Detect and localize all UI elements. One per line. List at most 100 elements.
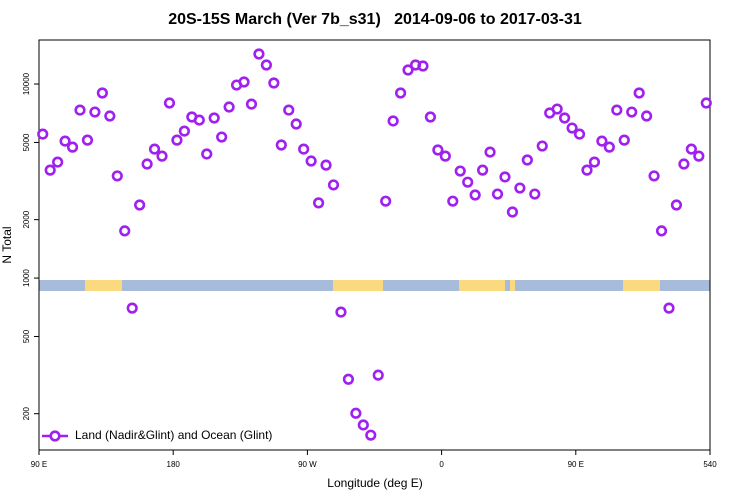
data-point <box>74 104 86 116</box>
data-point <box>417 60 429 72</box>
data-point <box>626 106 638 118</box>
data-point <box>655 225 668 237</box>
data-point <box>44 164 56 176</box>
data-point <box>663 302 675 314</box>
data-point <box>648 170 660 182</box>
data-point <box>469 189 481 201</box>
data-point <box>506 206 519 218</box>
y-axis-label: N Total <box>0 226 14 263</box>
data-point <box>305 155 317 167</box>
data-point <box>596 135 608 147</box>
data-point <box>514 182 526 194</box>
data-point <box>581 164 593 176</box>
data-point <box>477 164 489 176</box>
legend-marker <box>49 430 61 442</box>
land-segment <box>623 280 660 291</box>
data-point <box>685 143 697 155</box>
data-point <box>566 122 578 134</box>
y-tick-label: 10000 <box>22 72 31 95</box>
data-point <box>365 429 377 441</box>
data-point <box>37 128 49 140</box>
land-segment <box>333 280 383 291</box>
data-point <box>424 111 437 123</box>
legend-label: Land (Nadir&Glint) and Ocean (Glint) <box>75 428 272 442</box>
data-point <box>290 118 302 130</box>
x-tick-label: 90 W <box>298 460 317 469</box>
x-tick-label: 0 <box>439 460 444 469</box>
data-point <box>208 112 220 124</box>
data-point <box>283 104 295 116</box>
data-point <box>238 76 250 88</box>
data-point <box>52 156 64 168</box>
data-point <box>402 64 414 76</box>
data-point <box>529 188 541 200</box>
y-tick-label: 200 <box>22 406 31 420</box>
plot-frame <box>38 39 711 451</box>
land-ocean-strip <box>39 280 710 291</box>
data-point <box>178 125 190 137</box>
x-tick-label: 180 <box>167 460 181 469</box>
data-point <box>253 48 265 60</box>
y-tick-label: 1000 <box>22 269 31 287</box>
x-tick-label: 90 E <box>568 460 584 469</box>
y-tick-label: 500 <box>22 329 31 343</box>
data-point <box>104 110 116 122</box>
data-point <box>611 104 623 116</box>
data-point <box>119 225 131 237</box>
data-point <box>89 106 101 118</box>
data-point <box>521 154 533 166</box>
land-segment <box>85 280 122 291</box>
data-point <box>462 176 474 188</box>
data-point <box>603 141 615 153</box>
data-point <box>320 159 332 171</box>
x-tick-label: 540 <box>703 460 717 469</box>
data-point <box>81 134 94 146</box>
data-point <box>163 97 176 109</box>
data-point <box>491 188 504 200</box>
data-point <box>126 302 138 314</box>
data-point <box>380 195 392 207</box>
data-point <box>245 98 258 110</box>
x-tick-label: 90 E <box>31 460 47 469</box>
data-point <box>588 156 601 168</box>
data-point <box>335 306 347 318</box>
land-segment <box>459 280 505 291</box>
data-point <box>372 369 384 381</box>
data-point <box>312 197 325 209</box>
data-point <box>111 170 123 182</box>
y-tick-label: 5000 <box>22 133 31 151</box>
data-point <box>678 158 690 170</box>
data-point <box>171 134 183 146</box>
data-point <box>342 373 355 385</box>
data-point <box>134 199 146 211</box>
land-segment <box>510 280 515 291</box>
data-point <box>693 150 705 162</box>
data-point <box>641 110 653 122</box>
data-point <box>454 165 466 177</box>
data-point <box>559 112 571 124</box>
data-point <box>59 135 71 147</box>
chart-title: 20S-15S March (Ver 7b_s31) 2014-09-06 to… <box>168 11 582 28</box>
y-tick-label: 2000 <box>22 210 31 228</box>
data-point <box>327 179 340 191</box>
data-point <box>439 150 451 162</box>
x-axis-label: Longitude (deg E) <box>327 476 422 490</box>
data-point <box>551 103 563 115</box>
data-point <box>618 134 630 146</box>
data-point <box>141 158 153 170</box>
data-point <box>633 87 645 99</box>
data-point <box>156 150 168 162</box>
data-point <box>394 87 407 99</box>
data-point <box>275 139 287 151</box>
data-point <box>260 59 272 71</box>
data-point <box>447 195 459 207</box>
data-point <box>201 148 213 160</box>
data-point <box>387 115 399 127</box>
data-point <box>357 419 369 431</box>
data-point <box>700 97 712 109</box>
data-point <box>350 407 362 419</box>
data-point <box>66 141 79 153</box>
data-point <box>148 143 161 155</box>
data-point <box>499 171 511 183</box>
